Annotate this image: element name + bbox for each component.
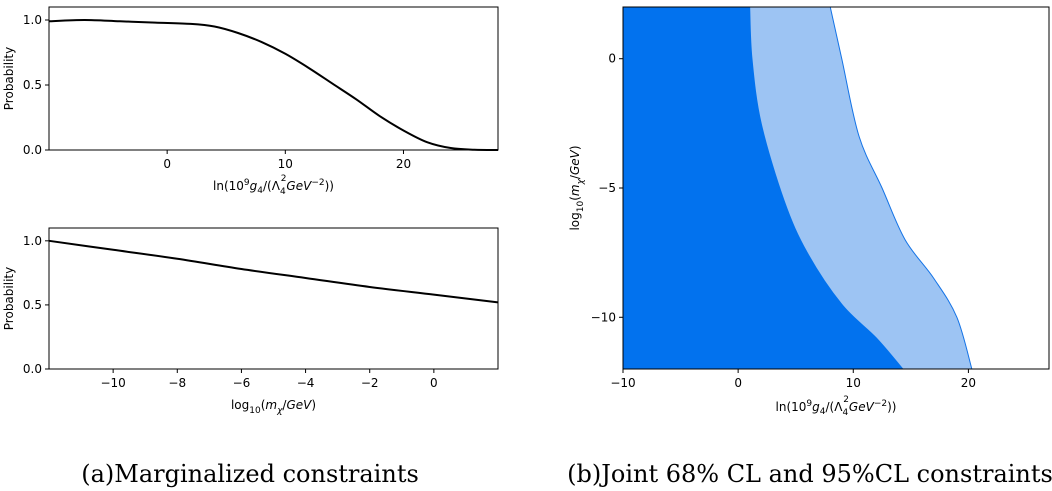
caption-a: (a)Marginalized constraints [81,460,419,488]
x-tick-label: −2 [361,376,379,390]
x-tick-label: 20 [396,157,411,171]
y-tick-label: −10 [591,310,616,324]
panel-b-contour-chart: −10 0 10 20 0 −5 −10 ln(109g4/(Λ42GeV−2)) log10(… [568,6,1050,418]
x-axis-label: ln(109g4/(Λ42GeV−2)) [213,174,334,197]
y-axis-label: Probability [2,267,16,330]
region-edge-0 [829,6,973,370]
region-edge-1 [749,6,904,370]
x-tick-label: 0 [163,157,171,171]
plot-frame [48,6,499,151]
y-tick-label: 0 [608,52,616,66]
series-line-0 [48,239,499,304]
y-tick-label: 0.0 [23,362,42,376]
region-fill-1 [623,7,903,369]
y-tick-label: 0.5 [23,298,42,312]
x-axis-label: log10(mχ/GeV) [231,398,316,416]
y-tick-label: 0.0 [23,143,42,157]
panel-a-top-chart: 0 10 20 0.0 0.5 1.0 ln(109g4/(Λ42GeV−2)) Probab… [2,6,499,197]
x-axis-label: ln(109g4/(Λ42GeV−2)) [776,395,897,418]
series-line-0 [48,18,499,151]
x-tick-label: −4 [297,376,315,390]
x-tick-label: 20 [961,376,976,390]
y-axis-label: log10(mχ/GeV) [568,145,586,230]
y-axis-label: Probability [2,47,16,110]
x-tick-label: −8 [168,376,186,390]
y-tick-label: −5 [598,181,616,195]
plot-frame [48,227,499,370]
x-tick-label: 10 [278,157,293,171]
x-tick-label: −6 [233,376,251,390]
y-tick-label: 1.0 [23,13,42,27]
caption-b: (b)Joint 68% CL and 95%CL constraints [567,460,1052,488]
x-tick-label: −10 [610,376,635,390]
x-tick-label: 0 [430,376,438,390]
x-tick-label: 0 [734,376,742,390]
panel-a-bottom-chart: −10 −8 −6 −4 −2 0 0.0 0.5 1.0 log10(mχ/GeV) Probab… [2,227,499,416]
x-tick-label: 10 [846,376,861,390]
y-tick-label: 0.5 [23,78,42,92]
y-tick-label: 1.0 [23,234,42,248]
x-tick-label: −10 [100,376,125,390]
